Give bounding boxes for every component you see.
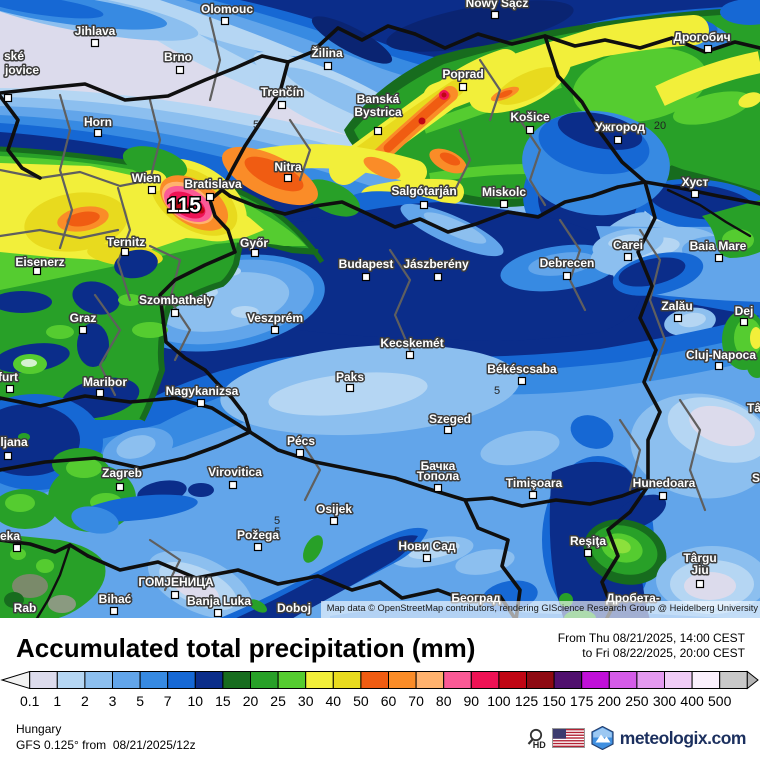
svg-text:5: 5 [274, 526, 280, 538]
svg-text:Târgu: Târgu [683, 551, 716, 565]
svg-text:Szeged: Szeged [429, 412, 471, 426]
svg-text:Jiu: Jiu [691, 563, 708, 577]
svg-text:ské: ské [4, 49, 24, 63]
svg-text:5: 5 [136, 693, 144, 709]
svg-text:70: 70 [408, 693, 424, 709]
svg-text:Zagreb: Zagreb [102, 466, 142, 480]
svg-text:Požega: Požega [237, 528, 279, 542]
svg-text:Paks: Paks [336, 370, 364, 384]
svg-text:150: 150 [542, 693, 566, 709]
svg-text:Graz: Graz [70, 311, 97, 325]
svg-text:30: 30 [298, 693, 314, 709]
svg-text:Salgótarján: Salgótarján [391, 184, 456, 198]
svg-text:Bihać: Bihać [99, 592, 132, 606]
svg-text:Brno: Brno [164, 50, 192, 64]
svg-text:Virovitica: Virovitica [208, 465, 262, 479]
svg-text:Дрогобич: Дрогобич [673, 30, 730, 44]
svg-text:20: 20 [654, 120, 666, 132]
svg-text:60: 60 [381, 693, 397, 709]
svg-text:Osijek: Osijek [316, 502, 352, 516]
svg-text:Nagykanizsa: Nagykanizsa [166, 384, 239, 398]
svg-text:Maribor: Maribor [83, 375, 127, 389]
svg-text:Eisenerz: Eisenerz [15, 255, 64, 269]
svg-text:25: 25 [270, 693, 286, 709]
svg-text:Doboj: Doboj [277, 601, 311, 615]
svg-text:5: 5 [494, 385, 500, 397]
svg-text:125: 125 [515, 693, 539, 709]
svg-text:20: 20 [243, 693, 259, 709]
svg-text:Baia Mare: Baia Mare [690, 239, 747, 253]
svg-text:Rab: Rab [14, 601, 37, 615]
svg-text:Žilina: Žilina [311, 45, 343, 60]
svg-text:Dej: Dej [735, 304, 754, 318]
svg-text:Pécs: Pécs [287, 434, 315, 448]
svg-text:Banská: Banská [357, 92, 400, 106]
svg-text:Хуст: Хуст [682, 175, 709, 189]
svg-text:Ужгород: Ужгород [595, 120, 645, 134]
svg-text:Carei: Carei [613, 238, 643, 252]
svg-text:Košice: Košice [510, 110, 550, 124]
svg-text:Budapest: Budapest [339, 257, 394, 271]
svg-text:Ternitz: Ternitz [107, 235, 145, 249]
svg-text:Wien: Wien [132, 171, 161, 185]
svg-text:Miskolc: Miskolc [482, 185, 526, 199]
svg-text:Cluj-Napoca: Cluj-Napoca [686, 348, 756, 362]
svg-text:5: 5 [274, 515, 280, 527]
svg-text:Kecskemét: Kecskemét [380, 336, 443, 350]
svg-text:7: 7 [164, 693, 172, 709]
svg-text:Nowy Sącz: Nowy Sącz [466, 0, 529, 10]
svg-text:300: 300 [653, 693, 677, 709]
svg-text:Bratislava: Bratislava [184, 177, 242, 191]
svg-text:0.1: 0.1 [20, 693, 40, 709]
svg-text:Banja Luka: Banja Luka [187, 594, 251, 608]
svg-text:Jihlava: Jihlava [75, 24, 116, 38]
svg-text:Poprad: Poprad [442, 67, 483, 81]
svg-text:Veszprém: Veszprém [247, 311, 303, 325]
svg-text:Olomouc: Olomouc [201, 2, 253, 16]
svg-text:90: 90 [464, 693, 480, 709]
svg-text:eka: eka [0, 529, 20, 543]
svg-text:500: 500 [708, 693, 732, 709]
svg-text:jovice: jovice [4, 63, 39, 77]
svg-text:250: 250 [625, 693, 649, 709]
svg-text:Horn: Horn [84, 115, 112, 129]
svg-text:115: 115 [167, 194, 201, 217]
svg-text:ГОМЈЕНИЦА: ГОМЈЕНИЦА [138, 575, 214, 589]
svg-text:Zalău: Zalău [661, 299, 692, 313]
svg-text:Trenčín: Trenčín [261, 85, 304, 99]
svg-text:Reşiţa: Reşiţa [570, 534, 606, 548]
svg-text:S: S [752, 471, 760, 485]
svg-text:5: 5 [253, 119, 259, 131]
svg-text:200: 200 [598, 693, 622, 709]
svg-text:50: 50 [353, 693, 369, 709]
svg-text:400: 400 [680, 693, 704, 709]
svg-text:40: 40 [326, 693, 342, 709]
svg-text:Топола: Топола [417, 469, 460, 483]
svg-text:Hunedoara: Hunedoara [633, 476, 696, 490]
svg-text:Szombathely: Szombathely [139, 293, 213, 307]
svg-text:Nitra: Nitra [274, 160, 302, 174]
svg-text:80: 80 [436, 693, 452, 709]
svg-text:ljana: ljana [0, 435, 28, 449]
svg-text:175: 175 [570, 693, 594, 709]
svg-text:Debrecen: Debrecen [540, 256, 595, 270]
svg-text:Győr: Győr [240, 236, 268, 250]
svg-text:Нови Сад: Нови Сад [398, 539, 456, 553]
svg-text:Bystrica: Bystrica [354, 105, 402, 119]
svg-text:10: 10 [188, 693, 204, 709]
svg-text:furt: furt [0, 370, 18, 384]
svg-text:100: 100 [487, 693, 511, 709]
svg-text:1: 1 [53, 693, 61, 709]
svg-text:15: 15 [215, 693, 231, 709]
svg-text:Timişoara: Timişoara [506, 476, 563, 490]
svg-text:Jászberény: Jászberény [403, 257, 469, 271]
svg-text:Tâ: Tâ [747, 401, 760, 415]
svg-text:2: 2 [81, 693, 89, 709]
svg-text:3: 3 [109, 693, 117, 709]
svg-text:Békéscsaba: Békéscsaba [487, 362, 557, 376]
svg-text:Бачка: Бачка [421, 459, 456, 473]
